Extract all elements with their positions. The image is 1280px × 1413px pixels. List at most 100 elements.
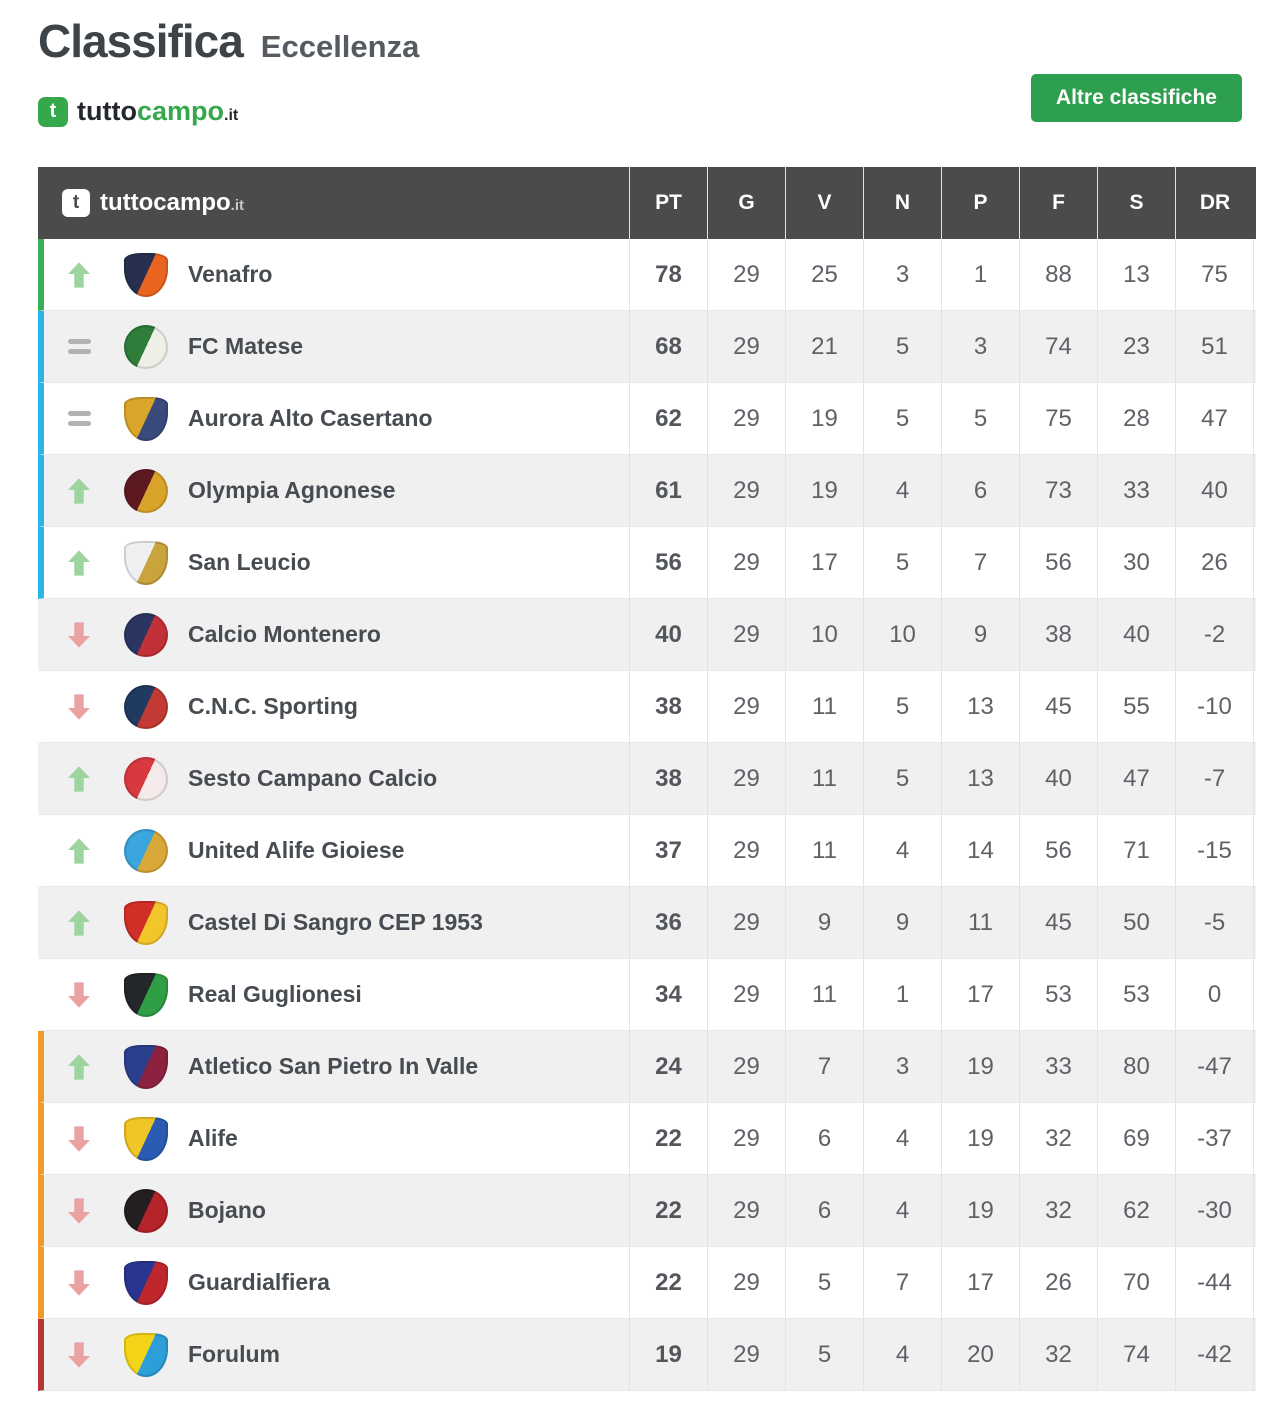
movement-indicator	[44, 981, 114, 1008]
stat-s: 47	[1098, 743, 1176, 814]
movement-indicator	[44, 1053, 114, 1080]
arrow-up-icon	[68, 765, 90, 792]
stat-pt: 36	[630, 887, 708, 958]
table-row[interactable]: United Alife Gioiese 37 29 11 4 14 56 71…	[38, 815, 1256, 887]
stat-s: 13	[1098, 239, 1176, 310]
stat-f: 56	[1020, 815, 1098, 886]
team-logo[interactable]	[124, 1116, 168, 1161]
stat-g: 29	[708, 1103, 786, 1174]
team-name[interactable]: Castel Di Sangro CEP 1953	[188, 909, 483, 935]
stat-v: 21	[786, 311, 864, 382]
stat-dr: -2	[1176, 599, 1254, 670]
stat-n: 5	[864, 311, 942, 382]
team-name[interactable]: Venafro	[188, 261, 273, 287]
team-name[interactable]: Olympia Agnonese	[188, 477, 396, 503]
stat-v: 11	[786, 959, 864, 1030]
team-cell: Castel Di Sangro CEP 1953	[44, 887, 630, 958]
stat-f: 88	[1020, 239, 1098, 310]
table-row[interactable]: Sesto Campano Calcio 38 29 11 5 13 40 47…	[38, 743, 1256, 815]
team-logo[interactable]	[124, 612, 168, 657]
stat-g: 29	[708, 1319, 786, 1390]
team-name[interactable]: United Alife Gioiese	[188, 837, 405, 863]
table-row[interactable]: Alife 22 29 6 4 19 32 69 -37	[38, 1103, 1256, 1175]
movement-indicator	[44, 693, 114, 720]
stat-dr: -44	[1176, 1247, 1254, 1318]
team-logo[interactable]	[124, 1260, 168, 1305]
table-row[interactable]: Guardialfiera 22 29 5 7 17 26 70 -44	[38, 1247, 1256, 1319]
table-row[interactable]: FC Matese 68 29 21 5 3 74 23 51	[38, 311, 1256, 383]
team-logo[interactable]	[124, 396, 168, 441]
team-logo[interactable]	[124, 540, 168, 585]
team-name[interactable]: Forulum	[188, 1341, 280, 1367]
brand-suffix: .it	[224, 107, 239, 124]
movement-indicator	[44, 1341, 114, 1368]
team-name[interactable]: FC Matese	[188, 333, 304, 359]
stat-dr: 47	[1176, 383, 1254, 454]
team-cell: Atletico San Pietro In Valle	[44, 1031, 630, 1102]
stat-n: 4	[864, 1175, 942, 1246]
team-logo[interactable]	[124, 684, 168, 729]
column-header-dr: DR	[1199, 191, 1231, 214]
team-name[interactable]: C.N.C. Sporting	[188, 693, 358, 719]
team-name[interactable]: San Leucio	[188, 549, 311, 575]
stat-pt: 40	[630, 599, 708, 670]
table-header-row: t tuttocampo.it PT G V N P F S DR	[38, 167, 1256, 239]
stat-n: 5	[864, 743, 942, 814]
team-logo[interactable]	[124, 828, 168, 873]
stat-n: 4	[864, 455, 942, 526]
arrow-down-icon	[68, 621, 90, 648]
team-cell: C.N.C. Sporting	[44, 671, 630, 742]
stat-n: 7	[864, 1247, 942, 1318]
team-name[interactable]: Sesto Campano Calcio	[188, 765, 438, 791]
team-logo[interactable]	[124, 1188, 168, 1233]
tuttocampo-logo[interactable]: t tuttocampo.it	[38, 96, 238, 127]
stat-dr: -30	[1176, 1175, 1254, 1246]
table-row[interactable]: Venafro 78 29 25 3 1 88 13 75	[38, 239, 1256, 311]
arrow-up-icon	[68, 477, 90, 504]
team-logo[interactable]	[124, 1044, 168, 1089]
stat-dr: -42	[1176, 1319, 1254, 1390]
stat-g: 29	[708, 1031, 786, 1102]
team-logo[interactable]	[124, 468, 168, 513]
table-row[interactable]: Calcio Montenero 40 29 10 10 9 38 40 -2	[38, 599, 1256, 671]
team-name[interactable]: Real Guglionesi	[188, 981, 362, 1007]
stat-pt: 78	[630, 239, 708, 310]
stat-s: 71	[1098, 815, 1176, 886]
table-row[interactable]: Forulum 19 29 5 4 20 32 74 -42	[38, 1319, 1256, 1391]
stat-dr: -5	[1176, 887, 1254, 958]
stat-f: 26	[1020, 1247, 1098, 1318]
team-name[interactable]: Alife	[188, 1125, 238, 1151]
other-standings-button[interactable]: Altre classifiche	[1030, 74, 1242, 122]
team-name[interactable]: Bojano	[188, 1197, 266, 1223]
table-row[interactable]: Real Guglionesi 34 29 11 1 17 53 53 0	[38, 959, 1256, 1031]
team-name[interactable]: Aurora Alto Casertano	[188, 405, 433, 431]
arrow-up-icon	[68, 837, 90, 864]
stat-p: 13	[942, 743, 1020, 814]
team-logo[interactable]	[124, 756, 168, 801]
table-row[interactable]: Bojano 22 29 6 4 19 32 62 -30	[38, 1175, 1256, 1247]
table-row[interactable]: Olympia Agnonese 61 29 19 4 6 73 33 40	[38, 455, 1256, 527]
table-row[interactable]: Aurora Alto Casertano 62 29 19 5 5 75 28…	[38, 383, 1256, 455]
team-cell: Olympia Agnonese	[44, 455, 630, 526]
table-row[interactable]: Castel Di Sangro CEP 1953 36 29 9 9 11 4…	[38, 887, 1256, 959]
stat-f: 38	[1020, 599, 1098, 670]
team-logo[interactable]	[124, 900, 168, 945]
table-row[interactable]: Atletico San Pietro In Valle 24 29 7 3 1…	[38, 1031, 1256, 1103]
team-logo[interactable]	[124, 1332, 168, 1377]
tuttocampo-header-icon: t	[62, 189, 90, 217]
arrow-down-icon	[68, 981, 90, 1008]
stat-pt: 38	[630, 743, 708, 814]
stat-pt: 34	[630, 959, 708, 1030]
team-name[interactable]: Calcio Montenero	[188, 621, 381, 647]
team-logo[interactable]	[124, 252, 168, 297]
table-row[interactable]: C.N.C. Sporting 38 29 11 5 13 45 55 -10	[38, 671, 1256, 743]
team-logo[interactable]	[124, 324, 168, 369]
team-name[interactable]: Atletico San Pietro In Valle	[188, 1053, 479, 1079]
movement-indicator	[44, 339, 114, 354]
team-name[interactable]: Guardialfiera	[188, 1269, 330, 1295]
stat-n: 4	[864, 1319, 942, 1390]
header-brand-word: tuttocampo	[100, 189, 231, 216]
stat-f: 75	[1020, 383, 1098, 454]
team-logo[interactable]	[124, 972, 168, 1017]
table-row[interactable]: San Leucio 56 29 17 5 7 56 30 26	[38, 527, 1256, 599]
